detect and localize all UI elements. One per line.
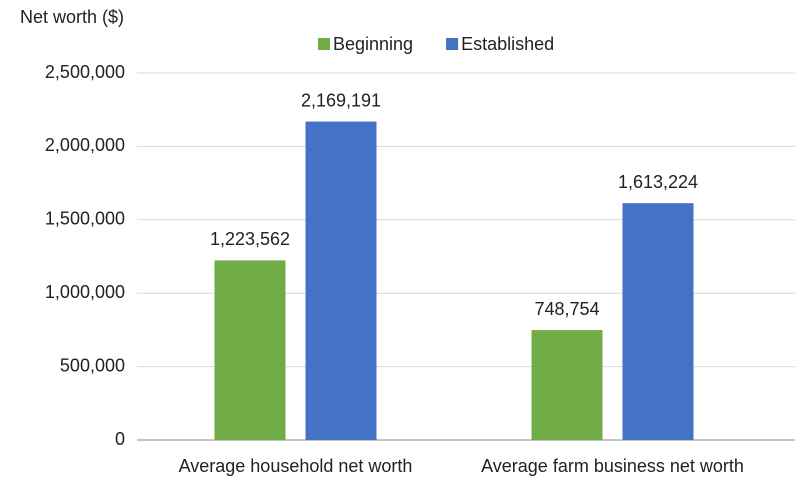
- bar: [214, 260, 286, 440]
- value-label: 1,223,562: [210, 229, 290, 249]
- value-label: 2,169,191: [301, 90, 381, 110]
- bar: [305, 121, 377, 441]
- legend-label: Beginning: [333, 34, 413, 54]
- value-label: 748,754: [534, 299, 599, 319]
- bar: [622, 203, 694, 440]
- legend-label: Established: [461, 34, 554, 54]
- x-tick-label: Average farm business net worth: [481, 456, 744, 476]
- legend-swatch: [318, 38, 330, 50]
- bar: [531, 330, 603, 440]
- y-tick-label: 0: [115, 429, 125, 449]
- y-axis-label: Net worth ($): [20, 7, 124, 27]
- value-label: 1,613,224: [618, 172, 698, 192]
- legend-swatch: [446, 38, 459, 50]
- y-tick-label: 1,500,000: [45, 209, 125, 229]
- y-tick-label: 1,000,000: [45, 282, 125, 302]
- y-tick-label: 2,500,000: [45, 62, 125, 82]
- x-tick-label: Average household net worth: [179, 456, 413, 476]
- y-tick-label: 500,000: [60, 355, 125, 375]
- y-tick-label: 2,000,000: [45, 135, 125, 155]
